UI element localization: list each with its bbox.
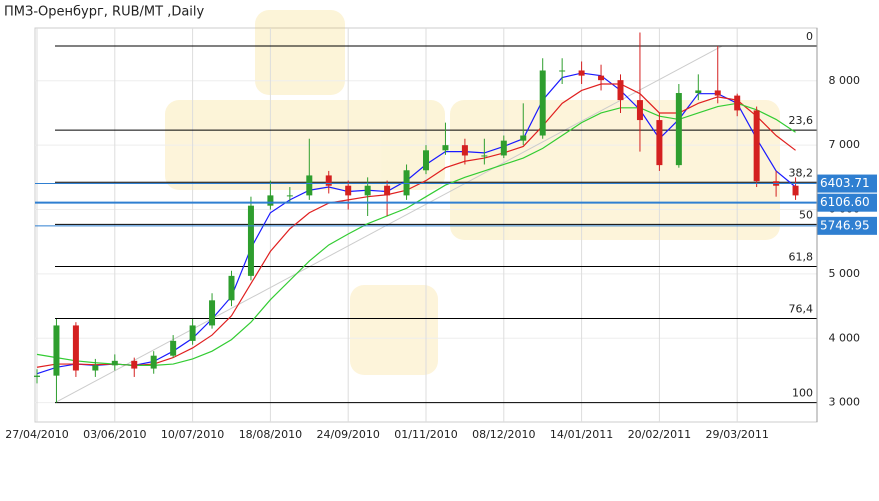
- candle-body: [714, 90, 721, 96]
- x-tick-label: 18/08/2010: [239, 428, 302, 441]
- candle-body: [578, 70, 585, 76]
- candle-body: [675, 93, 682, 166]
- candle-body: [656, 120, 663, 166]
- price-label: 6106.60: [820, 195, 870, 209]
- x-tick-label: 20/02/2011: [628, 428, 691, 441]
- x-tick-label: 24/09/2010: [316, 428, 379, 441]
- price-label: 6403.71: [820, 176, 870, 190]
- y-tick-label: 7 000: [829, 138, 861, 151]
- moving-average: [36, 72, 796, 375]
- x-tick-label: 10/07/2010: [161, 428, 224, 441]
- candle-body: [92, 365, 99, 371]
- candle-body: [481, 155, 488, 157]
- fib-label: 0: [806, 30, 813, 43]
- candle-body: [247, 205, 254, 276]
- candle-body: [423, 150, 429, 171]
- fib-label: 23,6: [789, 114, 814, 127]
- candle-body: [345, 185, 352, 196]
- chart-title: ПМЗ-Оренбург, RUB/MT ,Daily: [4, 5, 205, 20]
- candle-body: [72, 325, 79, 371]
- candle-body: [384, 185, 391, 196]
- candle-body: [617, 80, 624, 101]
- candle-body: [267, 195, 274, 206]
- price-box: [817, 193, 877, 212]
- candle-body: [520, 135, 527, 141]
- candle-body: [500, 140, 507, 156]
- candle-body: [228, 275, 235, 301]
- candle-body: [461, 145, 468, 156]
- x-tick-label: 03/06/2010: [83, 428, 146, 441]
- candle-body: [364, 185, 371, 196]
- watermark: [165, 10, 780, 375]
- candle-body: [734, 95, 741, 111]
- candle-body: [636, 100, 643, 121]
- fib-label: 50: [799, 208, 813, 221]
- candle-body: [286, 195, 293, 197]
- fib-label: 76,4: [789, 303, 814, 316]
- candle-body: [598, 75, 605, 81]
- candle-body: [539, 70, 546, 136]
- x-tick-label: 08/12/2010: [472, 428, 535, 441]
- candle-body: [170, 340, 177, 356]
- y-tick-label: 8 000: [829, 74, 861, 87]
- fib-label: 61,8: [789, 250, 814, 263]
- price-box: [817, 174, 877, 193]
- fib-label: 100: [792, 387, 813, 400]
- candle-body: [209, 300, 216, 326]
- candle-body: [53, 325, 60, 376]
- candle-body: [695, 90, 702, 94]
- candle-body: [792, 185, 799, 196]
- candle-body: [150, 355, 157, 369]
- candle-body: [442, 145, 449, 151]
- candle-body: [559, 70, 566, 72]
- moving-average: [36, 83, 796, 368]
- candle-body: [306, 175, 313, 196]
- x-tick-label: 29/03/2011: [705, 428, 768, 441]
- candle-body: [753, 110, 760, 182]
- candle-body: [34, 375, 40, 377]
- x-tick-label: 27/04/2010: [5, 428, 68, 441]
- candle-body: [131, 360, 138, 369]
- candle-body: [111, 360, 118, 366]
- candle-body: [325, 175, 332, 186]
- x-tick-label: 14/01/2011: [550, 428, 613, 441]
- price-label: 5746.95: [820, 218, 870, 232]
- x-tick-label: 01/11/2010: [394, 428, 457, 441]
- candle-body: [403, 170, 410, 196]
- y-tick-label: 4 000: [829, 331, 861, 344]
- y-tick-label: 5 000: [829, 267, 861, 280]
- candle-body: [189, 325, 196, 341]
- price-box: [817, 216, 877, 235]
- fib-label: 38,2: [789, 166, 814, 179]
- y-tick-label: 3 000: [829, 396, 861, 409]
